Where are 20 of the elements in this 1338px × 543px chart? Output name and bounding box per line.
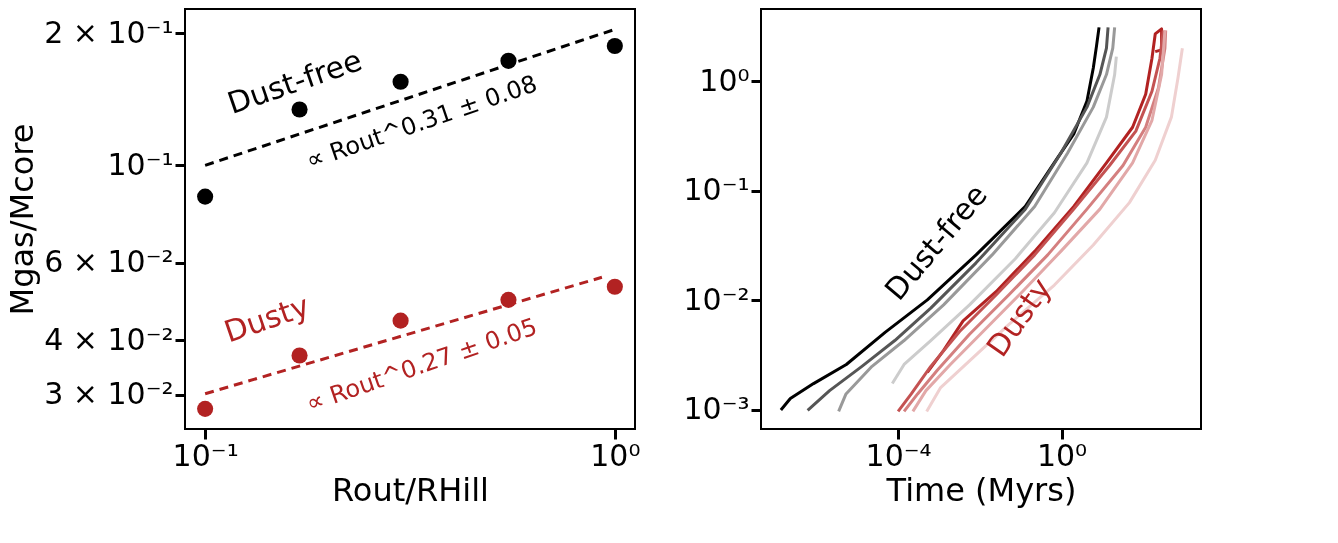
point — [291, 347, 308, 364]
y-tick-label: 10⁻¹ — [107, 146, 174, 182]
y-tick-label: 2 × 10⁻¹ — [44, 14, 174, 50]
annotation: Dusty — [219, 287, 314, 350]
x-axis-title: Rout/RHill — [332, 470, 489, 509]
x-tick-label: 10⁰ — [1036, 437, 1088, 473]
y-tick-label: 10⁰ — [699, 62, 750, 98]
y-tick-label: 10⁻² — [683, 281, 750, 317]
x-axis-title: Time (Myrs) — [885, 470, 1077, 509]
y-tick-label: 10⁻¹ — [683, 172, 750, 208]
point — [606, 37, 623, 55]
x-tick-label: 10⁻⁴ — [865, 437, 932, 473]
y-tick-label: 10⁻³ — [683, 391, 750, 427]
y-axis-title: Mgas/Mcore — [3, 123, 42, 316]
y-tick-label: 4 × 10⁻² — [44, 321, 174, 357]
x-tick-label: 10⁻¹ — [172, 437, 239, 473]
x-tick-label: 10⁰ — [590, 437, 641, 473]
y-tick-label: 6 × 10⁻² — [44, 244, 174, 280]
point — [606, 278, 623, 295]
y-tick-label: 3 × 10⁻² — [44, 376, 174, 412]
